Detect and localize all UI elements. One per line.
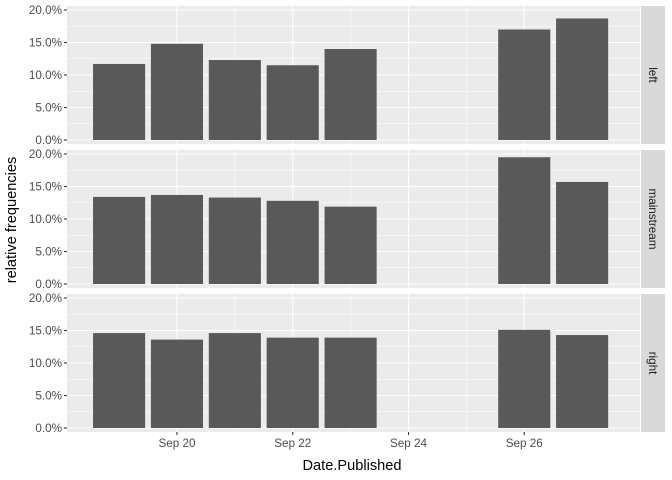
facet-strip-label: left <box>646 67 659 83</box>
y-tick-label: 15.0% <box>29 325 62 338</box>
bar-mainstream-sep-27 <box>556 181 609 284</box>
y-axis-title: relative frequencies <box>4 157 20 284</box>
y-tick-label: 20.0% <box>29 292 62 305</box>
bar-left-sep-19 <box>93 63 146 141</box>
y-tick-label: 5.0% <box>35 390 62 403</box>
y-tick-label: 20.0% <box>29 148 62 161</box>
bar-right-sep-23 <box>324 337 377 428</box>
bar-left-sep-23 <box>324 49 377 140</box>
y-tick-label: 5.0% <box>35 246 62 259</box>
bar-mainstream-sep-22 <box>266 200 319 284</box>
bar-right-sep-19 <box>93 333 146 428</box>
bar-left-sep-22 <box>266 65 319 140</box>
y-tick-label: 15.0% <box>29 181 62 194</box>
facet-strip-label: mainstream <box>646 188 659 249</box>
bar-right-sep-21 <box>208 333 261 428</box>
y-tick-label: 15.0% <box>29 37 62 50</box>
facet-strip <box>641 294 665 432</box>
bar-left-sep-26 <box>498 29 551 140</box>
panel-mainstream: 0.0% 5.0% 10.0% 15.0% 20.0% mainstream <box>29 148 665 291</box>
bar-left-sep-27 <box>556 18 609 141</box>
x-axis-title: Date.Published <box>303 458 402 474</box>
panels-layer: 0.0% 5.0% 10.0% 15.0% 20.0% left 0.0% 5.0% 10.0%… <box>29 4 665 435</box>
facet-strip-label: right <box>646 352 659 375</box>
facet-strip <box>641 6 665 144</box>
bar-left-sep-21 <box>208 60 261 140</box>
y-tick-label: 20.0% <box>29 4 62 17</box>
bar-left-sep-20 <box>150 43 204 140</box>
bar-mainstream-sep-21 <box>208 197 261 284</box>
bar-mainstream-sep-23 <box>324 206 377 284</box>
bar-right-sep-27 <box>556 335 609 428</box>
bar-mainstream-sep-19 <box>93 196 146 284</box>
bar-mainstream-sep-26 <box>498 157 551 284</box>
panel-right: 0.0% 5.0% 10.0% 15.0% 20.0% right <box>29 292 665 435</box>
bar-right-sep-26 <box>498 329 551 428</box>
y-tick-label: 10.0% <box>29 213 62 226</box>
y-tick-label: 0.0% <box>35 134 62 147</box>
x-tick-label: Sep 24 <box>390 437 428 450</box>
bar-right-sep-22 <box>266 337 319 428</box>
x-tick-label: Sep 22 <box>274 437 311 450</box>
y-tick-label: 0.0% <box>35 278 62 291</box>
facet-strip <box>641 150 665 288</box>
y-tick-label: 5.0% <box>35 102 62 115</box>
x-tick-label: Sep 26 <box>506 437 543 450</box>
bar-mainstream-sep-20 <box>150 194 204 284</box>
x-tick-label: Sep 20 <box>158 437 196 450</box>
panel-left: 0.0% 5.0% 10.0% 15.0% 20.0% left <box>29 4 665 147</box>
bar-right-sep-20 <box>150 339 204 428</box>
x-axis: Sep 20 Sep 22 Sep 24 Sep 26 <box>158 432 543 450</box>
y-tick-label: 10.0% <box>29 357 62 370</box>
y-tick-label: 0.0% <box>35 422 62 435</box>
y-tick-label: 10.0% <box>29 69 62 82</box>
